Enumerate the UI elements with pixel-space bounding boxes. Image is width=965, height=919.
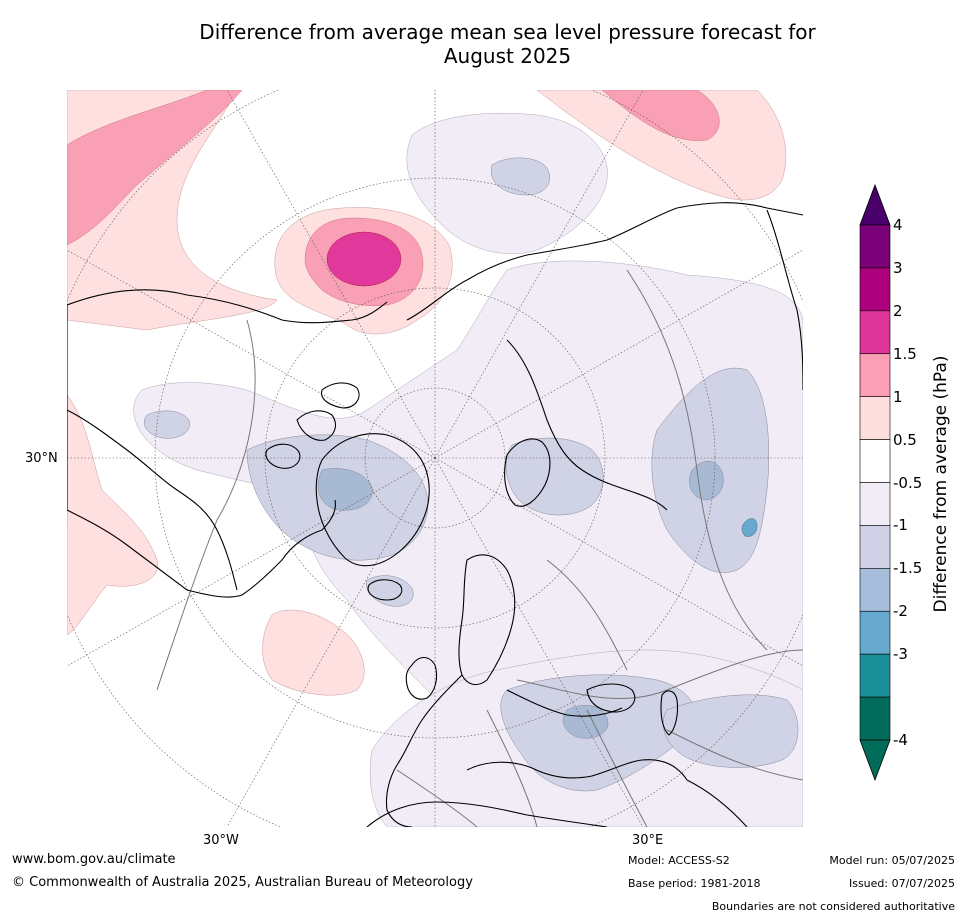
coastline-greenland bbox=[315, 433, 430, 567]
footer-website: www.bom.gov.au/climate bbox=[12, 852, 176, 867]
lon-label-30e: 30°E bbox=[632, 833, 664, 848]
positive-anomaly-top-right-core bbox=[601, 90, 720, 141]
negative-anomaly-west-siberia-core bbox=[689, 461, 724, 501]
negative-anomaly-alaska bbox=[143, 410, 190, 439]
map-title-line2: August 2025 bbox=[443, 44, 572, 68]
graticule bbox=[67, 90, 803, 827]
footer-issued: Issued: 07/07/2025 bbox=[848, 877, 955, 890]
negative-anomaly-layer bbox=[133, 112, 803, 827]
footer-base-period: Base period: 1981-2018 bbox=[628, 877, 761, 890]
negative-anomaly-arctic-pacific-core bbox=[490, 157, 551, 196]
colorbar-tick-label: -4 bbox=[893, 731, 908, 749]
colorbar bbox=[859, 183, 891, 782]
colorbar-band bbox=[859, 439, 891, 483]
colorbar-tick-label: 0.5 bbox=[893, 430, 917, 449]
colorbar-tick-label: 1 bbox=[893, 387, 903, 406]
negative-anomaly-kara-sea bbox=[505, 437, 604, 516]
colorbar-top-arrow bbox=[859, 183, 891, 226]
footer-model-run: Model run: 05/07/2025 bbox=[829, 854, 955, 867]
anomaly-map bbox=[67, 90, 803, 827]
colorbar-band bbox=[859, 696, 891, 741]
colorbar-band bbox=[859, 267, 891, 312]
colorbar-tick-label: -0.5 bbox=[893, 473, 923, 492]
colorbar-tick-label: -1 bbox=[893, 516, 908, 535]
positive-anomaly-layer bbox=[67, 90, 787, 696]
colorbar-bands bbox=[859, 224, 891, 741]
coastline-iceland bbox=[367, 579, 403, 601]
footer-copyright: © Commonwealth of Australia 2025, Austra… bbox=[12, 875, 473, 890]
coastline-europe-mainland bbox=[385, 674, 623, 827]
map-title-line1: Difference from average mean sea level p… bbox=[199, 20, 816, 44]
negative-anomaly-greenland-core bbox=[317, 468, 373, 511]
coastline-mediterranean bbox=[466, 759, 688, 781]
coastline-eurasia-arctic bbox=[406, 202, 803, 321]
coastline-north-america bbox=[67, 289, 388, 598]
lat-label-30n: 30°N bbox=[25, 451, 58, 466]
footer-boundaries-note: Boundaries are not considered authoritat… bbox=[711, 900, 955, 913]
map-title: Difference from average mean sea level p… bbox=[140, 20, 875, 68]
country-borders bbox=[156, 269, 803, 827]
colorbar-tick-label: 4 bbox=[893, 216, 903, 234]
colorbar-band bbox=[859, 610, 891, 655]
colorbar-band bbox=[859, 224, 891, 269]
positive-anomaly-atlantic-west bbox=[67, 394, 158, 636]
coastline-scandinavia bbox=[458, 554, 516, 686]
coastline-arabia bbox=[686, 779, 748, 827]
negative-anomaly-baikal bbox=[741, 518, 758, 537]
negative-anomaly-central-asia bbox=[662, 694, 799, 768]
coastline-british-isles bbox=[405, 656, 438, 700]
colorbar-tick-label: -1.5 bbox=[893, 559, 923, 578]
colorbar-band bbox=[859, 310, 891, 355]
coastline-east-asia bbox=[766, 209, 803, 391]
lon-label-30w: 30°W bbox=[203, 833, 239, 848]
anomaly-map-svg bbox=[67, 90, 803, 827]
colorbar-tick-label: -2 bbox=[893, 602, 908, 621]
colorbar-tick-label: 3 bbox=[893, 258, 903, 277]
coastlines bbox=[67, 202, 803, 827]
colorbar-band bbox=[859, 482, 891, 526]
colorbar-band bbox=[859, 568, 891, 612]
colorbar-band bbox=[859, 396, 891, 440]
positive-anomaly-bering-core bbox=[326, 231, 402, 287]
colorbar-band bbox=[859, 353, 891, 397]
colorbar-tick-label: -3 bbox=[893, 645, 908, 664]
negative-anomaly-mediterranean-core bbox=[562, 705, 609, 739]
colorbar-tick-label: 2 bbox=[893, 301, 903, 320]
colorbar-title: Difference from average (hPa) bbox=[931, 355, 951, 613]
coastline-novaya-zemlya bbox=[504, 438, 551, 507]
coastline-siberia-north bbox=[506, 339, 668, 511]
colorbar-band bbox=[859, 525, 891, 569]
colorbar-bottom-arrow bbox=[859, 739, 891, 782]
footer-model: Model: ACCESS-S2 bbox=[628, 854, 730, 867]
coastline-arctic-archipelago bbox=[265, 382, 360, 469]
colorbar-band bbox=[859, 653, 891, 698]
coastline-africa-north bbox=[366, 801, 608, 827]
positive-anomaly-top-right bbox=[536, 90, 787, 201]
coastline-caspian bbox=[660, 690, 679, 736]
coastline-black-sea bbox=[586, 683, 636, 713]
colorbar-tick-label: 1.5 bbox=[893, 344, 917, 363]
coastline-alaska-pacific bbox=[67, 409, 238, 591]
positive-anomaly-pacific-nw-core bbox=[67, 90, 243, 246]
positive-anomaly-atlantic-south bbox=[262, 609, 365, 696]
